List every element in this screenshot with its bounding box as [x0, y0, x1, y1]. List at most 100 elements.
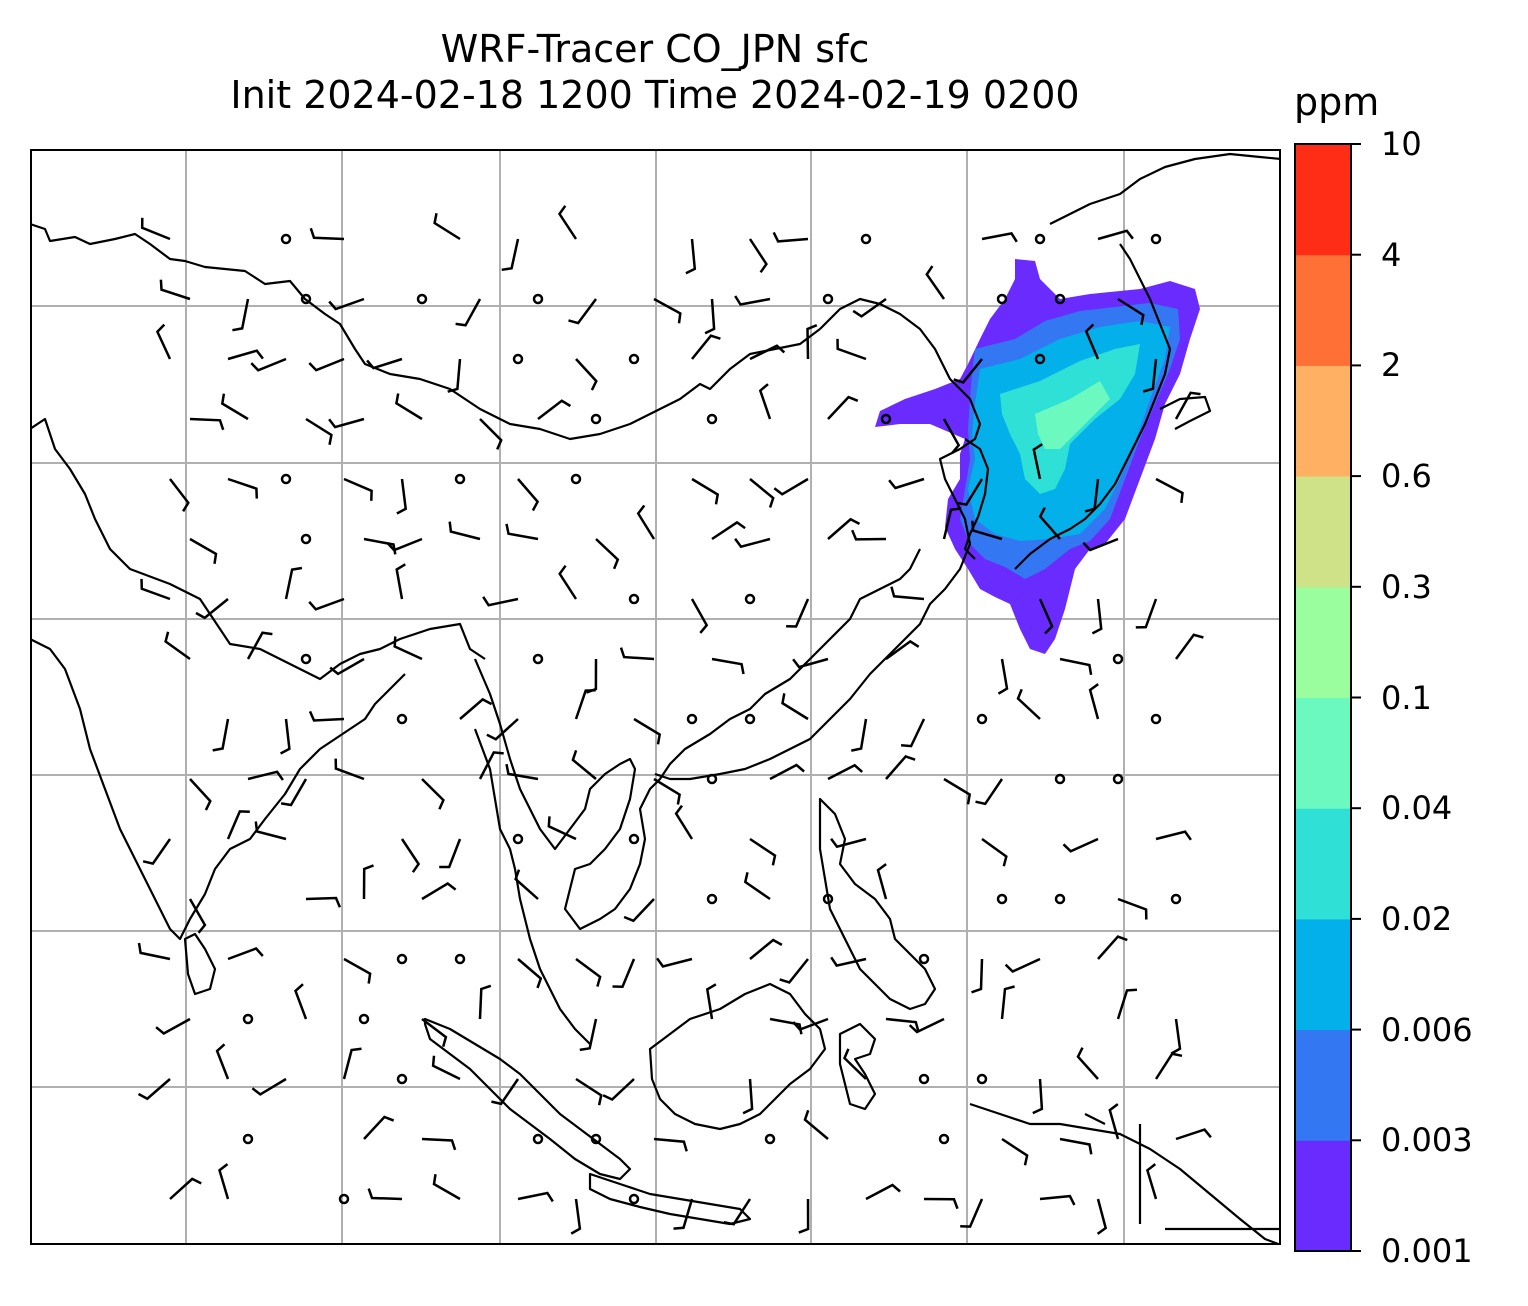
tracer-shading: [875, 259, 1200, 654]
wind-barb: [305, 896, 342, 908]
wind-barb: [195, 598, 229, 620]
wind-barb: [633, 717, 662, 745]
wind-barb: [448, 521, 481, 541]
wind-barb: [557, 205, 578, 240]
wind-barb: [309, 227, 345, 241]
wind-barb: [227, 477, 259, 499]
coastline-indochina: [473, 548, 921, 931]
wind-barb: [164, 631, 191, 661]
calm-wind-marker: [744, 593, 756, 605]
wind-barb: [691, 334, 721, 360]
colorbar-tick-label: 0.006: [1381, 1010, 1473, 1049]
calm-wind-marker: [880, 413, 892, 425]
wind-barb: [188, 898, 207, 934]
wind-barb: [517, 958, 543, 989]
wind-barb: [218, 1163, 230, 1200]
calm-wind-marker: [1054, 893, 1066, 905]
wind-barb: [1004, 957, 1041, 973]
wind-barb: [501, 238, 520, 272]
calm-wind-marker: [300, 293, 312, 305]
wind-barb: [486, 718, 519, 741]
wind-barb: [395, 563, 406, 600]
wind-barb: [830, 837, 867, 849]
wind-barb: [212, 718, 230, 752]
wind-barb: [619, 647, 655, 661]
wind-barb: [772, 231, 809, 243]
wind-barb: [749, 478, 775, 508]
colorbar-segment: [1295, 1140, 1351, 1252]
calm-wind-marker: [454, 473, 466, 485]
wind-barb: [547, 816, 577, 841]
wind-barb: [981, 232, 1018, 243]
coastline-sumatra: [423, 1017, 632, 1181]
colorbar-tick-label: 0.3: [1381, 567, 1432, 606]
wind-barb: [479, 418, 503, 450]
wind-barb: [137, 942, 171, 961]
wind-barb: [653, 1137, 688, 1152]
wind-barb: [189, 537, 218, 564]
wind-barb: [1082, 537, 1119, 552]
wind-barb: [308, 357, 345, 372]
wind-barb: [1117, 897, 1148, 920]
wind-barb: [367, 1188, 403, 1201]
colorbar-tick-label: 0.6: [1381, 457, 1432, 496]
wind-barb: [305, 417, 333, 446]
calm-wind-marker: [1054, 773, 1066, 785]
wind-barb: [586, 658, 598, 694]
wind-barb: [280, 778, 308, 807]
colorbar-segment: [1295, 808, 1351, 920]
wind-barb: [155, 323, 172, 360]
wind-barb: [942, 418, 961, 454]
wind-barb: [431, 1055, 461, 1081]
wind-barb: [885, 639, 920, 661]
wind-barb: [595, 538, 620, 570]
wind-barb: [1032, 443, 1043, 480]
wind-barb: [447, 358, 462, 393]
calm-wind-marker: [1054, 293, 1066, 305]
coastline-malay: [473, 728, 591, 1045]
wind-barb: [294, 983, 308, 1020]
wind-barb: [575, 358, 598, 391]
wind-barb: [943, 777, 972, 805]
wind-barb: [159, 279, 191, 301]
calm-wind-marker: [706, 413, 718, 425]
wind-barb: [362, 864, 374, 900]
calm-wind-marker: [628, 1193, 640, 1205]
wind-barb: [343, 477, 373, 501]
calm-wind-marker: [822, 893, 834, 905]
coastline-korea: [963, 438, 990, 560]
wind-barb: [226, 810, 250, 840]
colorbar-tick-label: 4: [1381, 235, 1402, 274]
wind-barb: [827, 517, 861, 540]
calm-wind-marker: [532, 1133, 544, 1145]
calm-wind-marker: [1150, 233, 1162, 245]
calm-wind-marker: [744, 713, 756, 725]
coastline-sakhalin: [1049, 152, 1281, 225]
wind-barb: [960, 1198, 984, 1228]
wind-barb: [942, 507, 962, 540]
wind-barb: [142, 838, 172, 866]
wind-barb: [851, 718, 868, 752]
wind-barb: [432, 1174, 461, 1201]
wind-barb: [251, 1077, 287, 1096]
calm-wind-marker: [686, 713, 698, 725]
calm-wind-marker: [860, 233, 872, 245]
wind-barb: [711, 657, 745, 675]
calm-wind-marker: [918, 1073, 930, 1085]
calm-wind-marker: [338, 1193, 350, 1205]
calm-wind-marker: [512, 833, 524, 845]
map-frame: [30, 149, 1281, 1245]
calm-wind-marker: [1034, 233, 1046, 245]
wind-barb: [890, 586, 925, 601]
wind-barb: [781, 693, 809, 721]
calm-wind-marker: [976, 1073, 988, 1085]
calm-wind-marker: [628, 593, 640, 605]
colorbar-segment: [1295, 586, 1351, 698]
wind-barb: [1016, 688, 1041, 720]
wind-barb: [758, 383, 772, 420]
wind-barb: [254, 821, 287, 841]
wind-barb: [421, 1137, 457, 1151]
wind-barb: [705, 983, 717, 1020]
wind-barb: [189, 778, 212, 811]
border-png: [1138, 1124, 1281, 1231]
